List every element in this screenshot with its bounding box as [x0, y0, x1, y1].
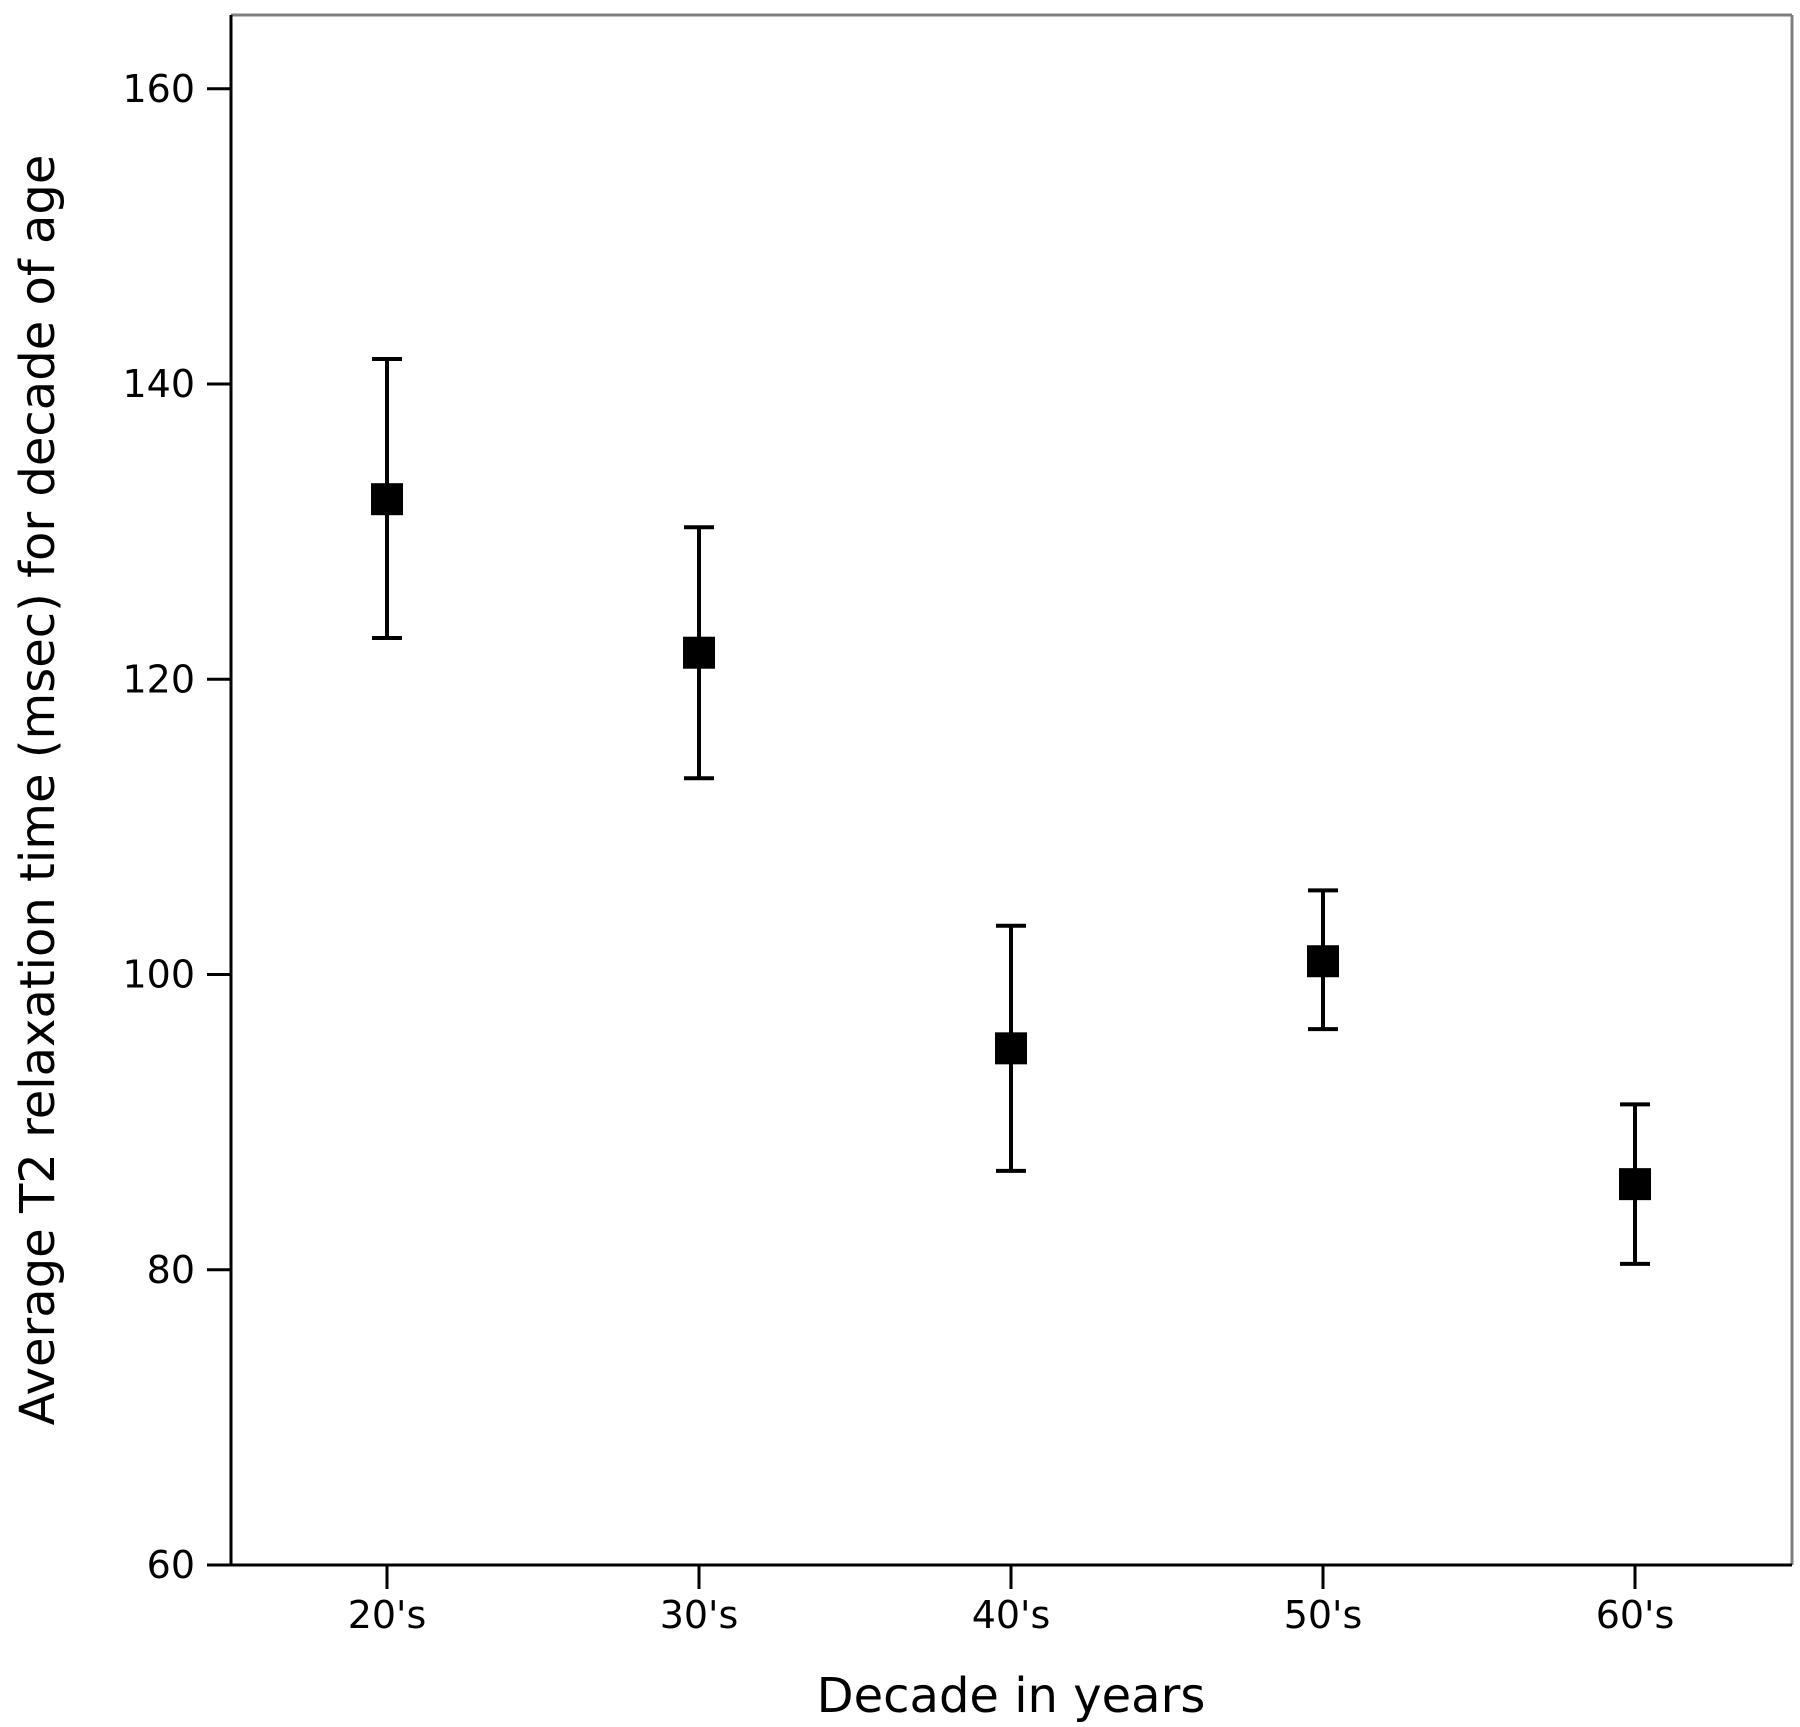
plot-frame — [229, 13, 1794, 1567]
data-point-marker — [995, 1032, 1027, 1065]
x-tick-label: 20's — [348, 1593, 427, 1637]
y-tick-label: 160 — [122, 67, 195, 111]
y-axis-ticks: 60 80 100 120 140 160 — [122, 67, 231, 1587]
data-point-marker — [1307, 945, 1339, 978]
x-tick-label: 50's — [1284, 1593, 1363, 1637]
x-tick-label: 30's — [660, 1593, 739, 1637]
x-tick-label: 60's — [1596, 1593, 1675, 1637]
y-tick-label: 80 — [147, 1248, 195, 1292]
x-tick-label: 40's — [972, 1593, 1051, 1637]
data-point-marker — [371, 483, 403, 516]
y-axis-title: Average T2 relaxation time (msec) for de… — [10, 155, 66, 1426]
x-axis-ticks: 20's 30's 40's 50's 60's — [348, 1565, 1675, 1637]
y-tick-label: 100 — [122, 953, 195, 997]
data-point-marker — [683, 636, 715, 669]
y-tick-label: 60 — [147, 1543, 195, 1587]
y-tick-label: 140 — [122, 362, 195, 406]
y-tick-label: 120 — [122, 657, 195, 701]
data-point-marker — [1619, 1168, 1651, 1201]
x-axis-title: Decade in years — [817, 1668, 1206, 1724]
data-series — [371, 356, 1651, 1266]
